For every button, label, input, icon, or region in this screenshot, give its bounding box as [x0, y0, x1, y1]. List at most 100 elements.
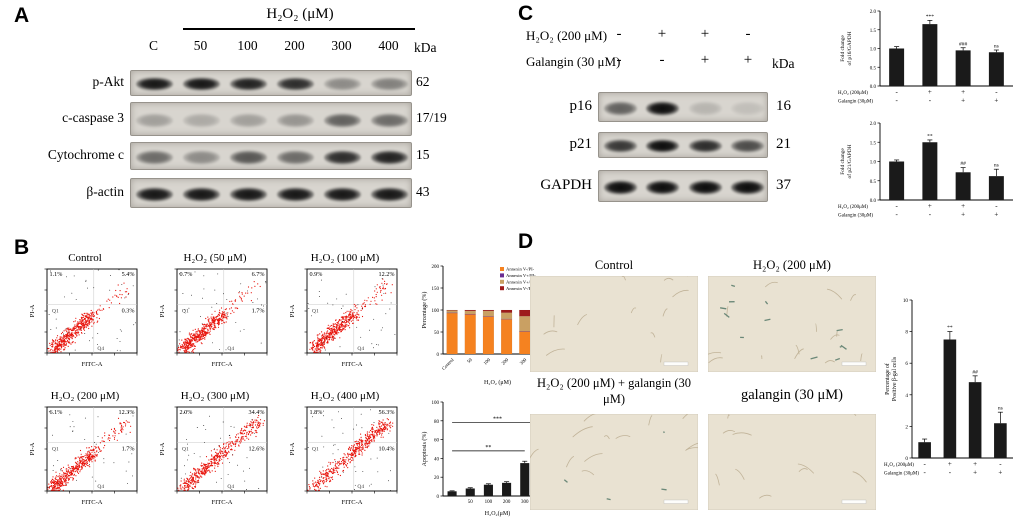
stacked-bar-segment — [446, 312, 458, 355]
cell-stroke — [545, 348, 565, 356]
cell-stroke — [795, 344, 800, 355]
flow-x-axis-label: FITC-A — [212, 499, 233, 506]
sign-value: + — [998, 469, 1002, 477]
cell-stroke — [630, 307, 637, 314]
treatment-sign: + — [700, 26, 710, 42]
kda-value: 43 — [416, 184, 430, 199]
sign-value: + — [961, 97, 965, 105]
image-background — [530, 414, 698, 510]
beta-gal-positive-cell — [731, 284, 736, 288]
beta-gal-positive-cell — [723, 312, 730, 318]
flow-plot-title: H₂O₂ (100 μM) — [310, 252, 380, 264]
flow-x-axis-label: FITC-A — [342, 499, 363, 506]
blot-strip — [130, 142, 412, 170]
panel-a-lane-label: 100 — [237, 38, 258, 53]
blot-strip — [598, 170, 768, 202]
blot-band — [324, 186, 361, 202]
stacked-bar-segment — [464, 309, 476, 311]
cell-stroke — [732, 432, 752, 436]
flow-scatter-plot: 0.9% 12.2% Q1 Q4 PI-A FITC-A — [289, 268, 398, 368]
flow-plot-title: Control — [68, 252, 102, 264]
protein-label: c-caspase 3 — [62, 110, 124, 125]
blot-strip — [130, 70, 412, 96]
flow-plot-title: H₂O₂ (400 μM) — [310, 390, 380, 402]
significance-label: *** — [493, 417, 502, 423]
significance-label: ns — [994, 163, 999, 169]
cell-stroke — [850, 294, 857, 301]
panel-a-lane-label: C — [148, 38, 158, 53]
microscopy-image — [708, 276, 876, 372]
micro-image-title: H₂O₂ (200 μM) + galangin (30 μM) — [536, 376, 692, 406]
blot-band — [603, 138, 637, 154]
flow-plot-title: H₂O₂ (300 μM) — [180, 390, 250, 402]
blot-band — [183, 112, 220, 128]
y-tick-label: 10 — [903, 298, 909, 304]
cell-stroke — [615, 435, 631, 439]
quadrant-pct-lower-right: 12.6% — [249, 445, 265, 452]
kda-value: 15 — [416, 147, 430, 162]
cell-stroke — [708, 357, 723, 363]
blot-band — [183, 76, 220, 92]
y-tick-label: 0.0 — [870, 85, 877, 90]
significance-label: ** — [927, 133, 933, 139]
bar — [465, 488, 475, 496]
microscopy-image — [708, 414, 876, 510]
y-tick-label: 200 — [432, 265, 440, 270]
cell-stroke — [794, 348, 804, 359]
flow-plot-title: H₂O₂ (200 μM) — [50, 390, 120, 402]
dark-scatter-points — [307, 268, 396, 351]
p21-fold-chart: 0.0 0.5 1.0 1.5 2.0 ** ## ns H₂O₂ (200μM) - + + - Gal… — [836, 114, 1018, 226]
scale-bar — [841, 361, 867, 366]
y-tick-label: 4 — [905, 393, 908, 399]
dark-scatter-points — [307, 409, 392, 491]
blot-band — [277, 186, 314, 202]
q1-label: Q1 — [52, 447, 59, 453]
flow-y-axis-label: PI-A — [29, 442, 36, 455]
cell-stroke — [648, 415, 653, 426]
legend-label: Annexin V+/PI- — [506, 273, 536, 278]
cell-stroke — [572, 426, 593, 438]
sign-value: - — [995, 88, 998, 96]
cell-stroke — [663, 277, 674, 281]
y-tick-label: 0.0 — [870, 199, 877, 204]
cell-stroke — [583, 414, 597, 422]
flow-plot: H₂O₂ (100 μM) 0.9% 12.2% Q1 Q4 PI-A FITC-A — [286, 252, 404, 384]
significance-label: ## — [972, 369, 978, 375]
bar — [889, 48, 905, 86]
panel-d-label: D — [518, 230, 534, 253]
beta-gal-positive-cell — [563, 479, 568, 483]
y-axis-title: of p21/GAPDH — [846, 144, 853, 178]
red-scatter-points — [47, 282, 130, 353]
sign-value: + — [948, 460, 952, 468]
sign-value: - — [895, 211, 898, 219]
q1-label: Q1 — [312, 447, 319, 453]
cell-stroke — [797, 463, 815, 474]
flow-y-axis-label: PI-A — [289, 442, 296, 455]
beta-gal-positive-cell — [836, 328, 843, 332]
significance-label: ## — [960, 161, 966, 167]
treatment-sign: - — [659, 52, 665, 68]
blot-band — [646, 138, 680, 154]
y-tick-label: 0.5 — [870, 180, 877, 185]
cell-stroke — [824, 360, 835, 364]
flow-scatter-plot: 0.7% 6.7% 1.7% Q1 Q4 PI-A FITC-A — [159, 268, 268, 368]
blot-band — [230, 186, 267, 202]
cell-stroke — [708, 351, 722, 355]
stacked-bar-segment — [501, 312, 513, 319]
dark-scatter-points — [48, 269, 137, 352]
sign-value: + — [928, 88, 932, 96]
stacked-bar-segment — [519, 309, 531, 317]
protein-label: p-Akt — [92, 74, 125, 89]
x-category-label: 50 — [467, 357, 474, 364]
blot-band — [324, 76, 361, 92]
y-axis-title: Percentage (%) — [421, 292, 428, 329]
sign-row-label: H₂O₂ (200μM) — [884, 463, 914, 468]
quadrant-pct-lower-right: 10.4% — [379, 445, 395, 452]
quadrant-pct-upper-right: 5.4% — [122, 271, 135, 278]
significance-label: *** — [926, 14, 935, 20]
panel-a-lane-label: 300 — [331, 38, 352, 53]
blot-band — [277, 112, 314, 128]
q4-label: Q4 — [357, 484, 364, 490]
